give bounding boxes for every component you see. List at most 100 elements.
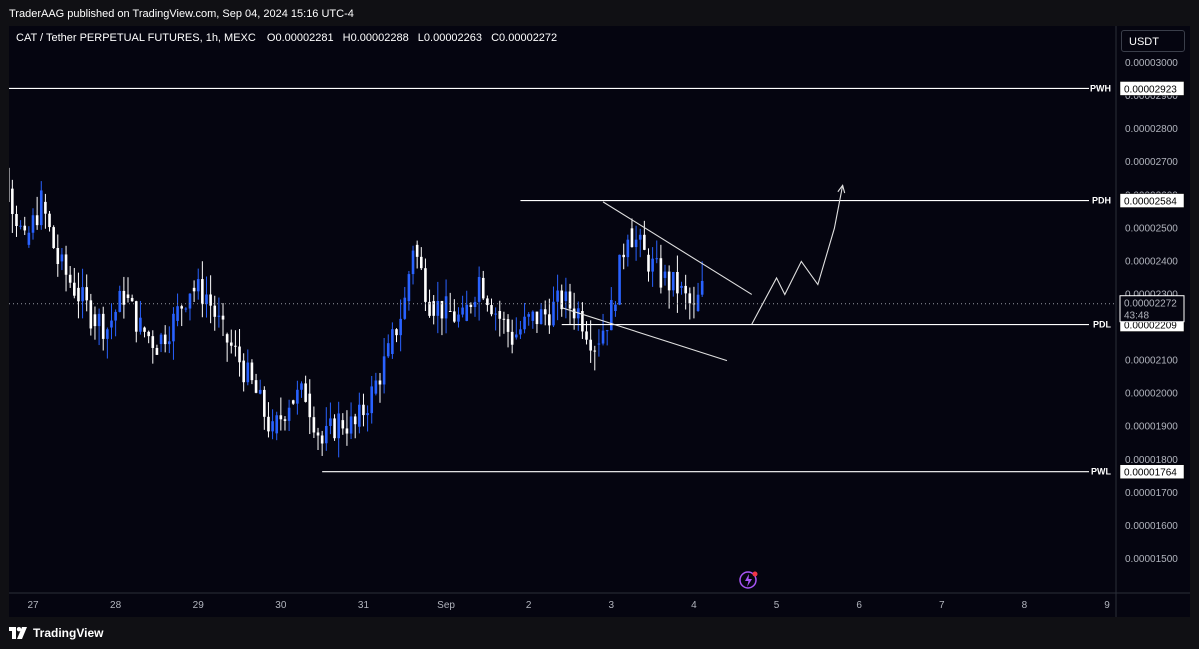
price-tick-label: 0.00002400: [1125, 256, 1178, 267]
currency-button[interactable]: USDT: [1121, 30, 1185, 52]
chart-panel[interactable]: 0.00003000 0.00002900 0.00002800 0.00002700…: [9, 26, 1190, 617]
candle-body: [556, 290, 559, 302]
candle-body: [667, 271, 671, 291]
candle-body: [73, 282, 76, 296]
candle-body: [486, 298, 489, 306]
candle-body: [114, 311, 117, 321]
candle-body: [68, 274, 72, 283]
candle-body: [651, 258, 654, 272]
candle-body: [143, 327, 146, 332]
price-tick-label: 0.00001700: [1125, 488, 1178, 499]
candle-body: [630, 228, 634, 248]
candle-body: [428, 301, 431, 316]
time-tick-label: 2: [526, 600, 532, 611]
candle-body: [192, 287, 196, 292]
candle-body: [473, 301, 477, 308]
candle-body: [382, 356, 386, 385]
low-value: 0.00002263: [423, 32, 483, 44]
candle-body: [506, 319, 510, 332]
candle-body: [688, 293, 692, 304]
level-price-label: 0.00001764: [1124, 468, 1177, 479]
candle-body: [159, 334, 163, 345]
candle-body: [564, 291, 568, 302]
candle-body: [213, 305, 217, 317]
candle-body: [147, 331, 150, 337]
price-tick-label: 0.00001600: [1125, 521, 1178, 532]
candle-body: [358, 404, 361, 427]
candle-body: [560, 290, 564, 310]
candle-body: [300, 383, 303, 390]
top-bar: TraderAAG published on TradingView.com, …: [0, 0, 1199, 26]
candle-body: [201, 279, 204, 305]
low-label: L: [417, 32, 424, 44]
time-tick-label: 28: [110, 600, 122, 611]
time-tick-label: 6: [856, 600, 862, 611]
candle-body: [93, 314, 97, 327]
candle-body: [700, 280, 704, 295]
candle-body: [366, 413, 369, 416]
candle-body: [110, 320, 113, 328]
candle-body: [432, 301, 435, 316]
close-label: C: [491, 32, 500, 44]
candle-body: [196, 279, 200, 292]
projection-path: [751, 185, 844, 325]
level-tag-pwh: PWH: [1090, 83, 1111, 93]
symbol-title[interactable]: CAT / Tether PERPETUAL FUTURES, 1h, MEXC: [16, 32, 256, 44]
candle-body: [494, 313, 497, 315]
candle-body: [593, 350, 597, 352]
candle-body: [527, 314, 530, 317]
candle-body: [52, 227, 55, 248]
time-tick-label: Sep: [437, 600, 455, 611]
candle-body: [436, 300, 440, 316]
notification-dot: [752, 571, 758, 577]
candle-body: [275, 415, 279, 434]
candle-body: [11, 188, 14, 214]
level-price-box: [1119, 464, 1185, 479]
candle-body: [312, 417, 316, 433]
candle-body: [97, 313, 101, 327]
candle-body: [444, 296, 448, 319]
candle-body: [453, 311, 456, 322]
candle-body: [31, 215, 35, 233]
candle-body: [180, 306, 184, 309]
candle-body: [663, 271, 667, 278]
candle-body: [519, 329, 522, 335]
candle-body: [374, 380, 378, 394]
candle-body: [23, 225, 27, 231]
candle-body: [238, 346, 241, 363]
candle-body: [151, 336, 155, 348]
last-price-label: 0.00002272: [1124, 299, 1177, 310]
open-value: 0.00002281: [275, 32, 334, 44]
time-tick-label: 8: [1022, 600, 1028, 611]
candle-body: [291, 400, 295, 404]
candle-body: [267, 416, 270, 432]
candle-body: [229, 342, 233, 346]
time-tick-label: 7: [939, 600, 945, 611]
tradingview-brand[interactable]: TradingView: [9, 626, 103, 640]
candle-body: [341, 420, 345, 429]
candle-body: [283, 419, 287, 421]
candle-body: [407, 274, 411, 302]
lightning-icon-bolt: [745, 574, 752, 587]
candle-body: [461, 307, 464, 315]
candle-body: [205, 294, 208, 305]
high-value: 0.00002288: [350, 32, 409, 44]
candle-body: [676, 271, 679, 294]
candle-body: [448, 311, 452, 312]
candle-body: [568, 291, 572, 309]
countdown-label: 43:48: [1124, 311, 1149, 322]
candle-body: [130, 297, 134, 302]
chart-canvas[interactable]: 0.00003000 0.00002900 0.00002800 0.00002700…: [9, 26, 1190, 617]
candle-body: [395, 329, 398, 336]
candle-body: [515, 334, 518, 338]
lightning-icon[interactable]: [739, 571, 757, 589]
candle-body: [353, 416, 357, 425]
candle-body: [56, 247, 60, 265]
level-tag-pdl: PDL: [1093, 320, 1112, 330]
time-tick-label: 30: [275, 600, 287, 611]
price-tick-label: 0.00003000: [1125, 58, 1178, 69]
candle-body: [279, 415, 283, 420]
candle-body: [242, 360, 245, 383]
trendline: [561, 307, 728, 362]
candle-body: [250, 362, 254, 381]
